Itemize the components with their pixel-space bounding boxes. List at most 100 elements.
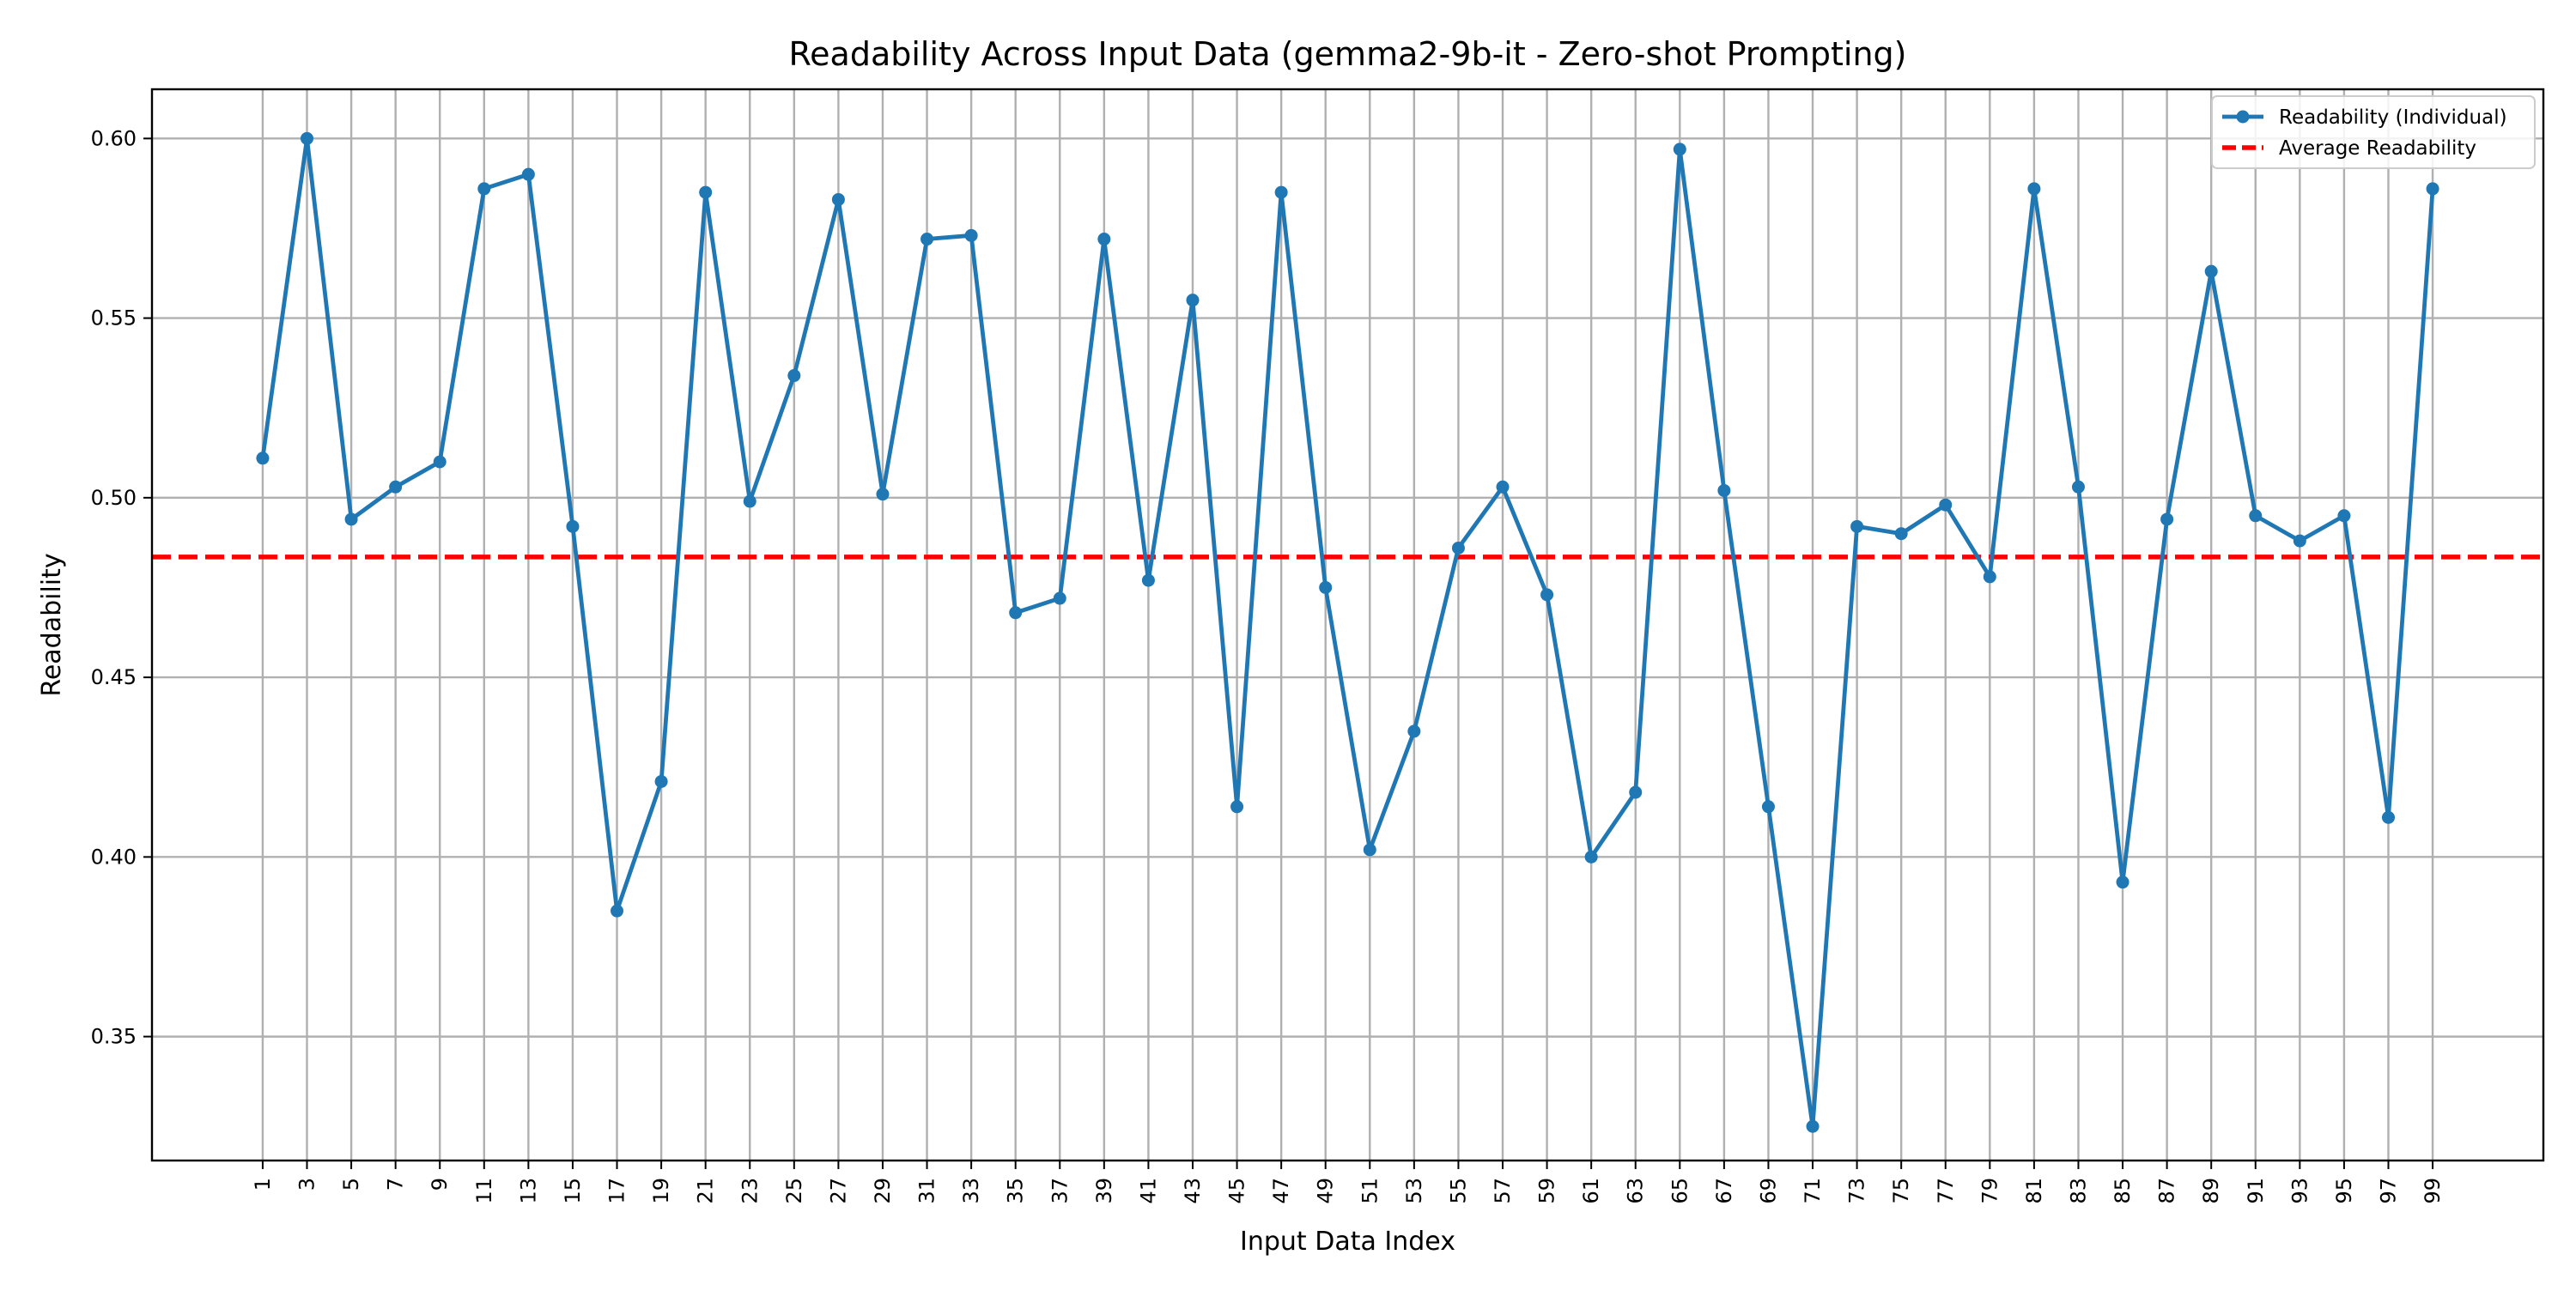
x-tick-label: 3 bbox=[295, 1178, 319, 1191]
data-point bbox=[301, 131, 314, 145]
data-point bbox=[611, 904, 624, 918]
x-tick-label: 47 bbox=[1269, 1178, 1293, 1204]
x-tick-label: 29 bbox=[871, 1178, 895, 1204]
x-tick-label: 25 bbox=[782, 1178, 806, 1204]
data-point bbox=[699, 185, 713, 199]
x-tick-label: 61 bbox=[1579, 1178, 1603, 1204]
data-point bbox=[743, 494, 756, 508]
data-point bbox=[2381, 810, 2395, 824]
x-tick-label: 23 bbox=[738, 1178, 762, 1204]
x-tick-label: 73 bbox=[1845, 1178, 1869, 1204]
x-tick-label: 13 bbox=[516, 1178, 540, 1204]
data-point bbox=[2071, 480, 2085, 494]
legend-series-marker bbox=[2236, 110, 2250, 124]
legend-average-label: Average Readability bbox=[2279, 137, 2476, 160]
data-point bbox=[920, 233, 934, 246]
data-point bbox=[1097, 233, 1111, 246]
data-point bbox=[1319, 580, 1333, 594]
data-point bbox=[654, 774, 668, 788]
data-point bbox=[1407, 724, 1421, 738]
data-point bbox=[1230, 800, 1244, 814]
x-tick-label: 7 bbox=[384, 1178, 408, 1191]
data-point bbox=[1761, 800, 1775, 814]
x-tick-label: 43 bbox=[1181, 1178, 1205, 1204]
data-point bbox=[1629, 785, 1643, 799]
axis-ticks: 1 3 5 7 9 11 13 15 17 19 21 23 25 27 29 31 33 35 37 39 41 43 4… bbox=[91, 126, 2445, 1203]
x-tick-label: 1 bbox=[251, 1178, 275, 1191]
data-point bbox=[831, 192, 845, 206]
x-tick-label: 51 bbox=[1358, 1178, 1382, 1204]
legend: Readability (Individual) Average Readabil… bbox=[2211, 95, 2536, 169]
x-tick-label: 59 bbox=[1535, 1178, 1559, 1204]
x-tick-label: 21 bbox=[694, 1178, 718, 1204]
x-tick-label: 63 bbox=[1624, 1178, 1648, 1204]
data-point bbox=[1141, 573, 1155, 587]
x-tick-label: 41 bbox=[1136, 1178, 1160, 1204]
x-axis-label: Input Data Index bbox=[1240, 1227, 1455, 1257]
data-point bbox=[521, 167, 535, 181]
data-point bbox=[1363, 843, 1376, 857]
series-group bbox=[256, 131, 2439, 1133]
x-tick-label: 53 bbox=[1402, 1178, 1426, 1204]
data-point bbox=[1806, 1119, 1820, 1133]
data-point bbox=[389, 480, 403, 494]
data-point bbox=[1451, 541, 1465, 555]
y-tick-label: 0.40 bbox=[91, 845, 137, 869]
axes-frame bbox=[150, 88, 2545, 1162]
x-tick-label: 71 bbox=[1801, 1178, 1825, 1204]
data-point bbox=[1939, 498, 1953, 512]
x-tick-label: 65 bbox=[1668, 1178, 1692, 1204]
data-point bbox=[964, 228, 978, 242]
x-tick-label: 81 bbox=[2022, 1178, 2046, 1204]
x-tick-label: 67 bbox=[1712, 1178, 1736, 1204]
x-tick-label: 89 bbox=[2199, 1178, 2223, 1204]
data-point bbox=[1584, 850, 1598, 864]
data-point bbox=[433, 455, 447, 469]
legend-series-label: Readability (Individual) bbox=[2279, 106, 2507, 129]
x-tick-label: 95 bbox=[2332, 1178, 2356, 1204]
data-point bbox=[1717, 483, 1731, 497]
data-point bbox=[2204, 264, 2218, 278]
grid bbox=[152, 89, 2543, 1161]
data-point bbox=[1186, 294, 1200, 307]
data-point bbox=[1894, 527, 1908, 541]
data-point bbox=[344, 512, 358, 526]
data-point bbox=[1673, 142, 1686, 156]
x-tick-label: 15 bbox=[561, 1178, 585, 1204]
x-tick-label: 85 bbox=[2111, 1178, 2135, 1204]
data-point bbox=[1009, 606, 1023, 620]
x-tick-label: 83 bbox=[2066, 1178, 2090, 1204]
data-point bbox=[1496, 480, 1510, 494]
x-tick-label: 19 bbox=[649, 1178, 673, 1204]
data-point bbox=[1850, 519, 1864, 533]
data-point bbox=[787, 369, 801, 383]
x-tick-label: 49 bbox=[1314, 1178, 1338, 1204]
data-point bbox=[256, 452, 270, 465]
x-tick-label: 77 bbox=[1934, 1178, 1958, 1204]
x-tick-label: 93 bbox=[2287, 1178, 2312, 1204]
x-tick-label: 17 bbox=[605, 1178, 629, 1204]
data-point bbox=[1274, 185, 1288, 199]
x-tick-label: 33 bbox=[959, 1178, 983, 1204]
x-tick-label: 9 bbox=[428, 1178, 452, 1191]
data-point bbox=[2027, 182, 2041, 196]
data-point bbox=[2426, 182, 2439, 196]
data-point bbox=[477, 182, 491, 196]
x-tick-label: 69 bbox=[1756, 1178, 1780, 1204]
x-tick-label: 31 bbox=[915, 1178, 939, 1204]
x-tick-label: 55 bbox=[1446, 1178, 1470, 1204]
x-tick-label: 79 bbox=[1978, 1178, 2002, 1204]
data-point bbox=[1983, 570, 1996, 584]
x-tick-label: 97 bbox=[2376, 1178, 2400, 1204]
x-tick-label: 11 bbox=[472, 1178, 496, 1204]
x-tick-label: 99 bbox=[2421, 1178, 2445, 1204]
y-tick-label: 0.45 bbox=[91, 665, 137, 689]
data-point bbox=[1053, 591, 1066, 605]
chart-title: Readability Across Input Data (gemma2-9b… bbox=[788, 35, 1906, 73]
y-tick-label: 0.35 bbox=[91, 1025, 137, 1049]
data-point bbox=[2249, 509, 2263, 523]
x-tick-label: 39 bbox=[1092, 1178, 1116, 1204]
x-tick-label: 35 bbox=[1004, 1178, 1028, 1204]
